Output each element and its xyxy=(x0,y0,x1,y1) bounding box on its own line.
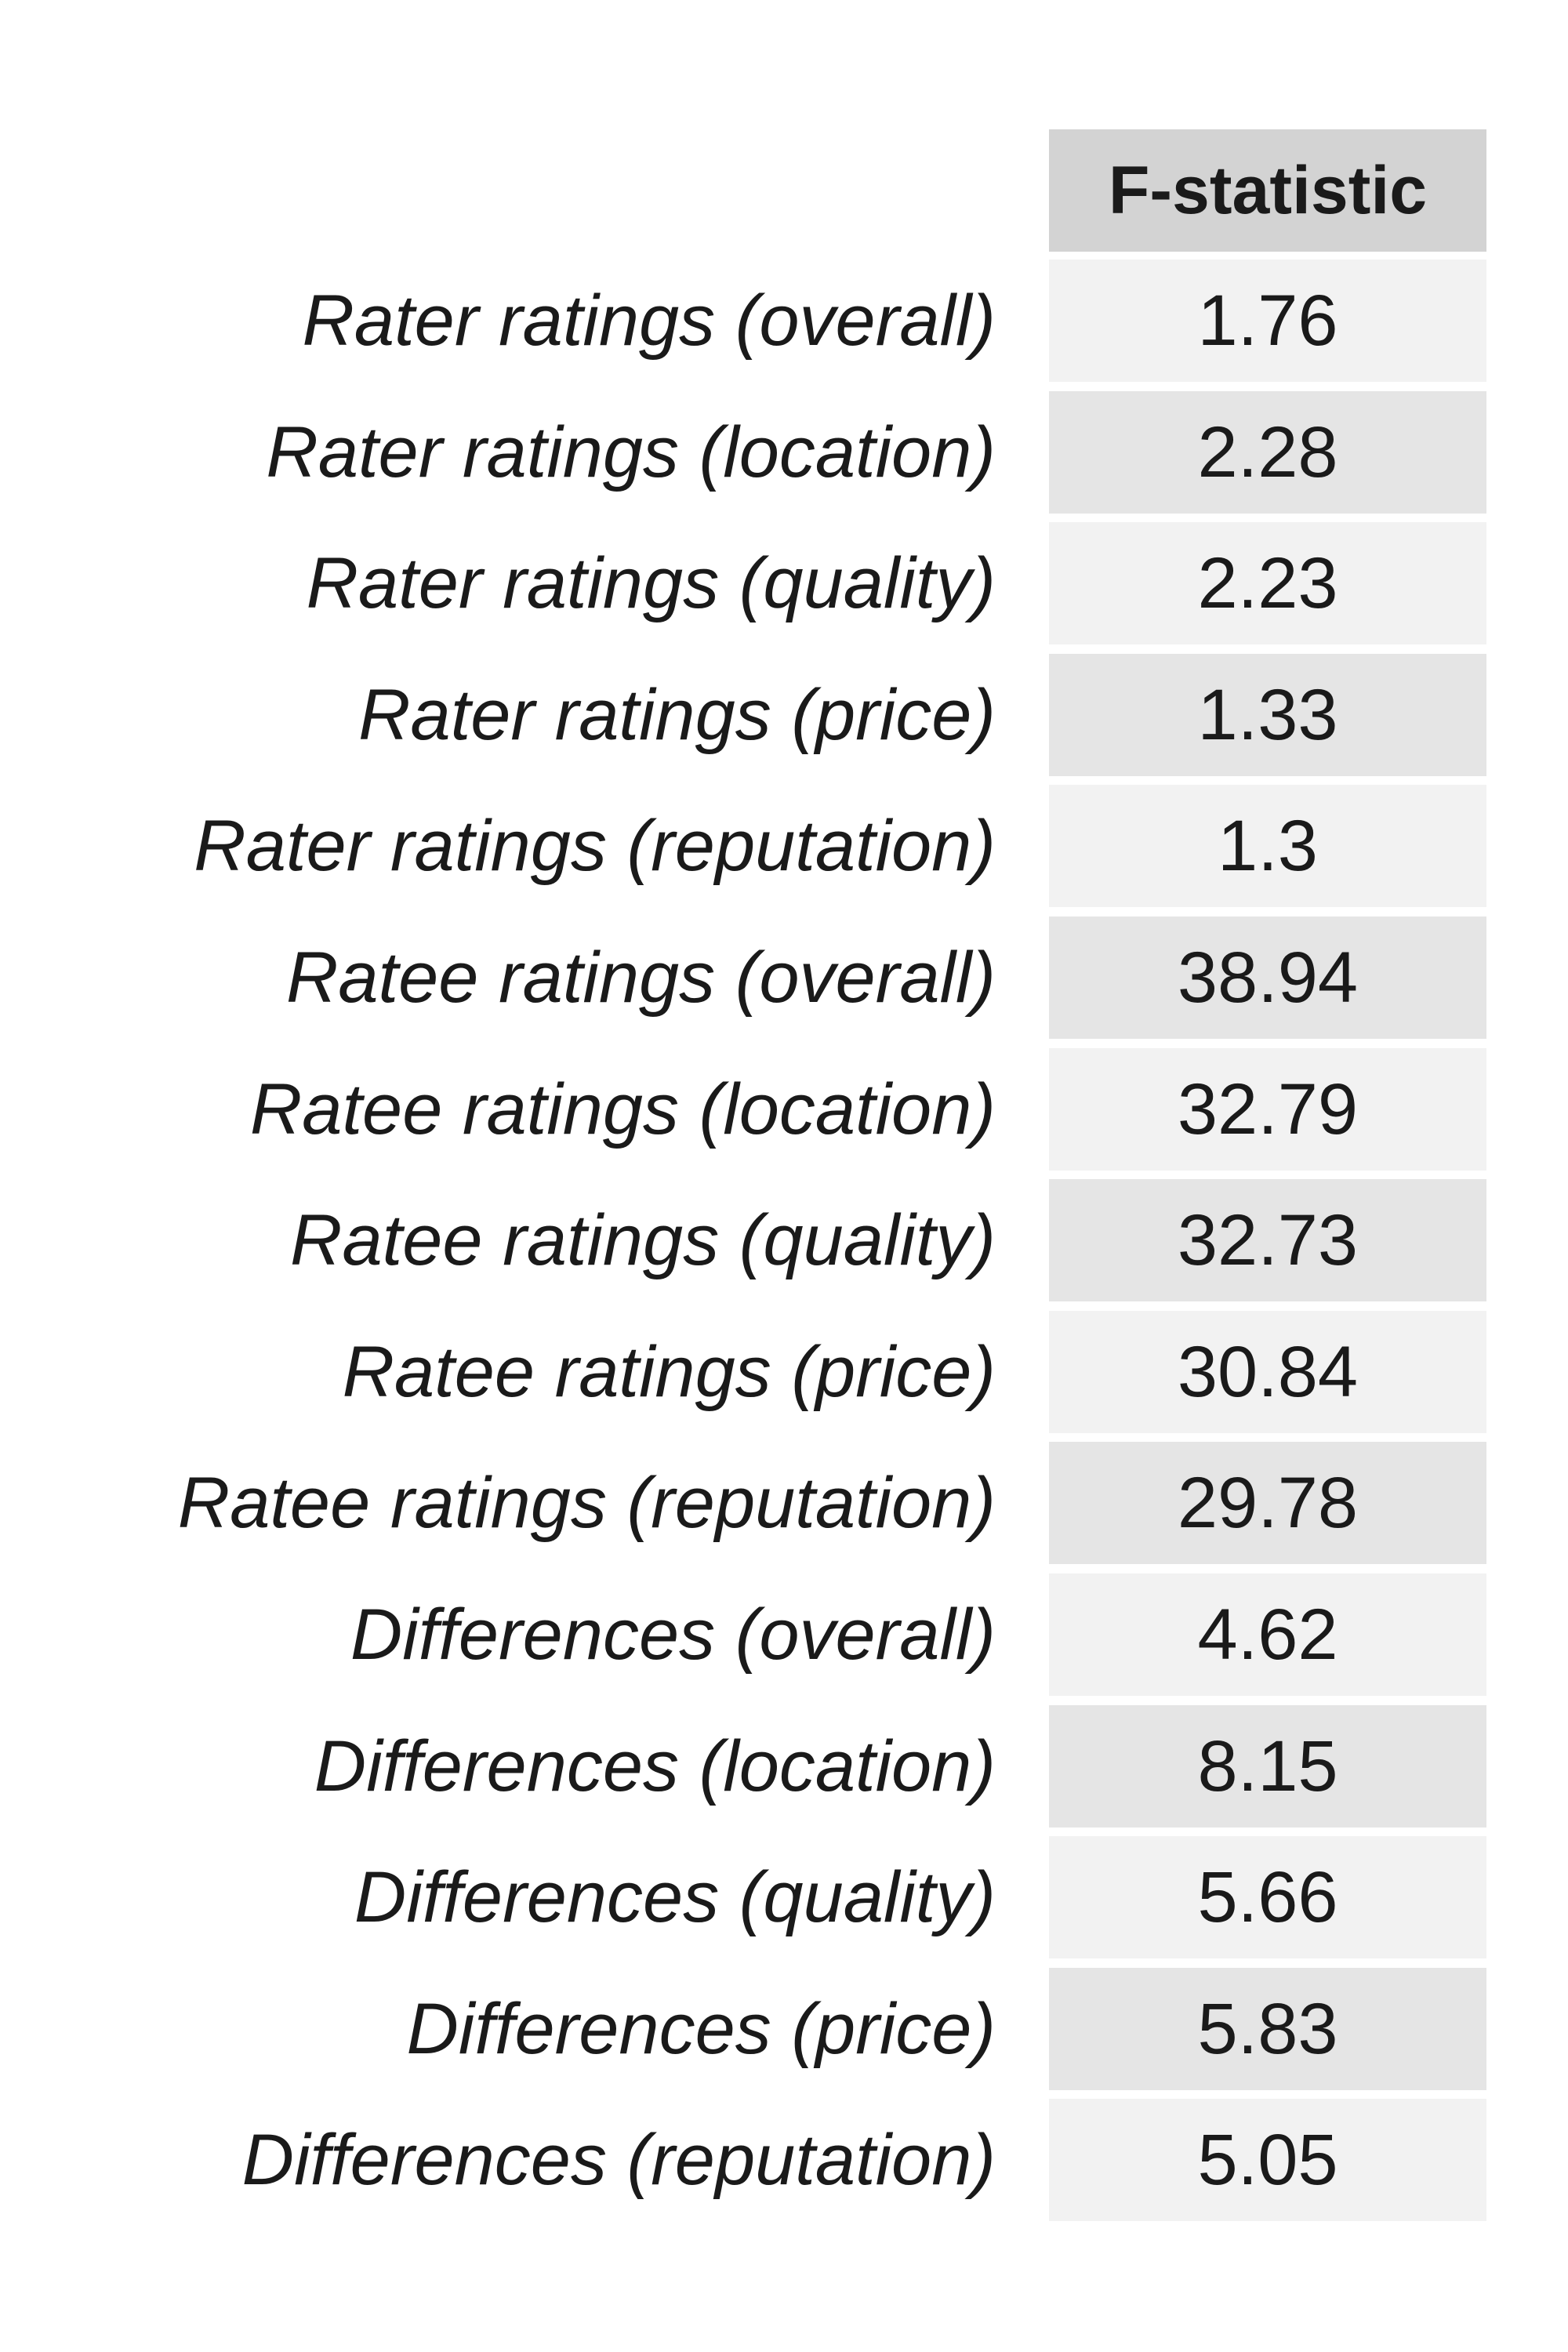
row-label: Differences (overall) xyxy=(350,1594,996,1675)
row-value: 5.66 xyxy=(1049,1836,1486,1958)
row-label: Differences (price) xyxy=(406,1988,996,2069)
row-value: 29.78 xyxy=(1049,1442,1486,1564)
row-value: 4.62 xyxy=(1049,1573,1486,1696)
row-value: 8.15 xyxy=(1049,1705,1486,1828)
column-header: F-statistic xyxy=(1049,129,1486,252)
row-label: Ratee ratings (overall) xyxy=(285,937,996,1018)
row-label: Differences (quality) xyxy=(354,1857,996,1937)
row-value: 30.84 xyxy=(1049,1311,1486,1433)
row-label: Ratee ratings (location) xyxy=(249,1069,996,1149)
row-value: 1.76 xyxy=(1049,260,1486,382)
row-label: Ratee ratings (reputation) xyxy=(177,1462,996,1543)
row-label: Differences (location) xyxy=(314,1726,996,1806)
row-label: Differences (reputation) xyxy=(241,2119,996,2200)
row-label: Rater ratings (location) xyxy=(266,412,996,492)
row-label: Ratee ratings (quality) xyxy=(290,1200,996,1280)
row-value: 2.28 xyxy=(1049,391,1486,514)
row-label: Rater ratings (overall) xyxy=(302,280,996,361)
row-label: Rater ratings (reputation) xyxy=(194,805,996,886)
row-value: 5.83 xyxy=(1049,1968,1486,2090)
row-value: 5.05 xyxy=(1049,2099,1486,2221)
row-value: 32.79 xyxy=(1049,1048,1486,1171)
row-value: 38.94 xyxy=(1049,916,1486,1039)
row-label: Rater ratings (price) xyxy=(358,674,996,755)
row-value: 32.73 xyxy=(1049,1179,1486,1301)
row-value: 1.3 xyxy=(1049,785,1486,907)
row-value: 1.33 xyxy=(1049,654,1486,776)
row-value: 2.23 xyxy=(1049,522,1486,644)
row-label: Rater ratings (quality) xyxy=(306,543,996,623)
row-label: Ratee ratings (price) xyxy=(342,1331,996,1412)
